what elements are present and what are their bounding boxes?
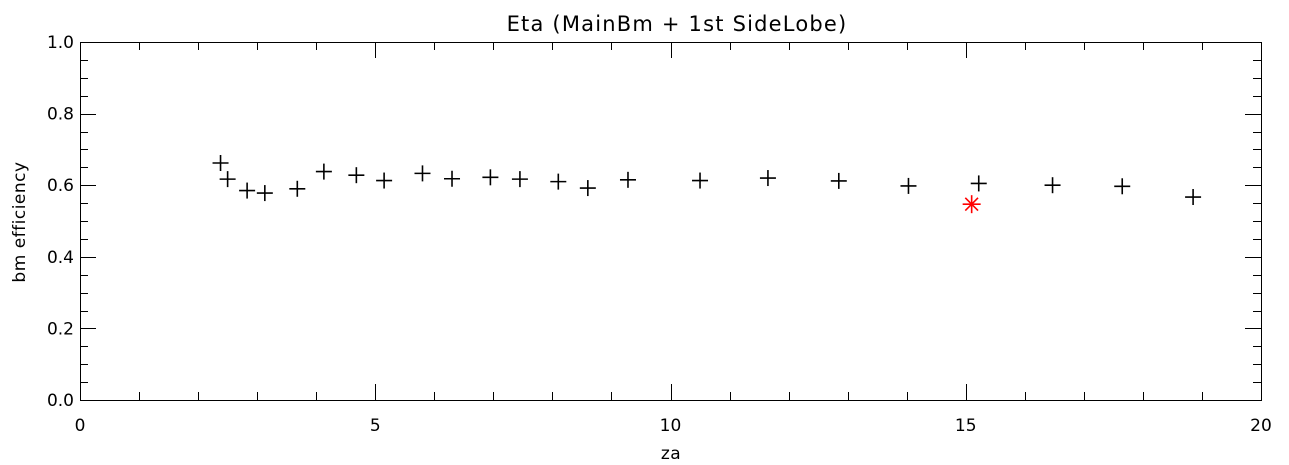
data-point-plus bbox=[256, 185, 273, 202]
x-tick-label: 15 bbox=[955, 416, 977, 436]
plot-frame bbox=[80, 42, 1262, 401]
data-point-plus bbox=[619, 171, 636, 188]
data-point-plus bbox=[1044, 177, 1061, 194]
data-point-plus bbox=[315, 163, 332, 180]
y-axis: 0.0 0.2 0.4 0.6 0.8 1.0 bbox=[47, 33, 1261, 411]
data-point-plus bbox=[376, 172, 393, 189]
data-point-plus bbox=[1114, 178, 1131, 195]
plot-area-border bbox=[80, 42, 1262, 401]
x-tick-label: 20 bbox=[1250, 416, 1272, 436]
x-axis-label: za bbox=[661, 444, 681, 464]
data-point-plus bbox=[970, 175, 987, 192]
data-point-plus bbox=[511, 171, 528, 188]
data-point-plus bbox=[444, 170, 461, 187]
y-axis-label: bm efficiency bbox=[10, 161, 30, 282]
data-point-plus bbox=[212, 155, 229, 172]
data-point-plus bbox=[900, 177, 917, 194]
chart-title: Eta (MainBm + 1st SideLobe) bbox=[507, 12, 848, 36]
y-tick-label: 0.8 bbox=[47, 105, 74, 125]
y-tick-label: 1.0 bbox=[47, 33, 74, 53]
data-point-plus bbox=[219, 171, 236, 188]
data-point-plus bbox=[830, 172, 847, 189]
data-point-plus bbox=[692, 172, 709, 189]
data-point-plus bbox=[348, 167, 365, 184]
data-point-plus bbox=[289, 180, 306, 197]
data-point-plus bbox=[239, 182, 256, 199]
x-tick-label: 5 bbox=[370, 416, 381, 436]
data-point-asterisk bbox=[962, 195, 981, 214]
y-tick-label: 0.2 bbox=[47, 319, 74, 339]
y-tick-label: 0.6 bbox=[47, 176, 74, 196]
data-point-plus bbox=[579, 180, 596, 197]
x-tick-label: 10 bbox=[660, 416, 682, 436]
data-point-plus bbox=[550, 173, 567, 190]
x-axis: 0 5 10 15 20 bbox=[75, 42, 1272, 436]
data-point-plus bbox=[482, 169, 499, 186]
data-point-plus bbox=[759, 170, 776, 187]
y-tick-label: 0.0 bbox=[47, 391, 74, 411]
data-point-plus bbox=[1185, 189, 1202, 206]
data-point-plus bbox=[414, 165, 431, 182]
x-tick-label: 0 bbox=[75, 416, 86, 436]
y-tick-label: 0.4 bbox=[47, 248, 74, 268]
data-points bbox=[212, 155, 1202, 214]
